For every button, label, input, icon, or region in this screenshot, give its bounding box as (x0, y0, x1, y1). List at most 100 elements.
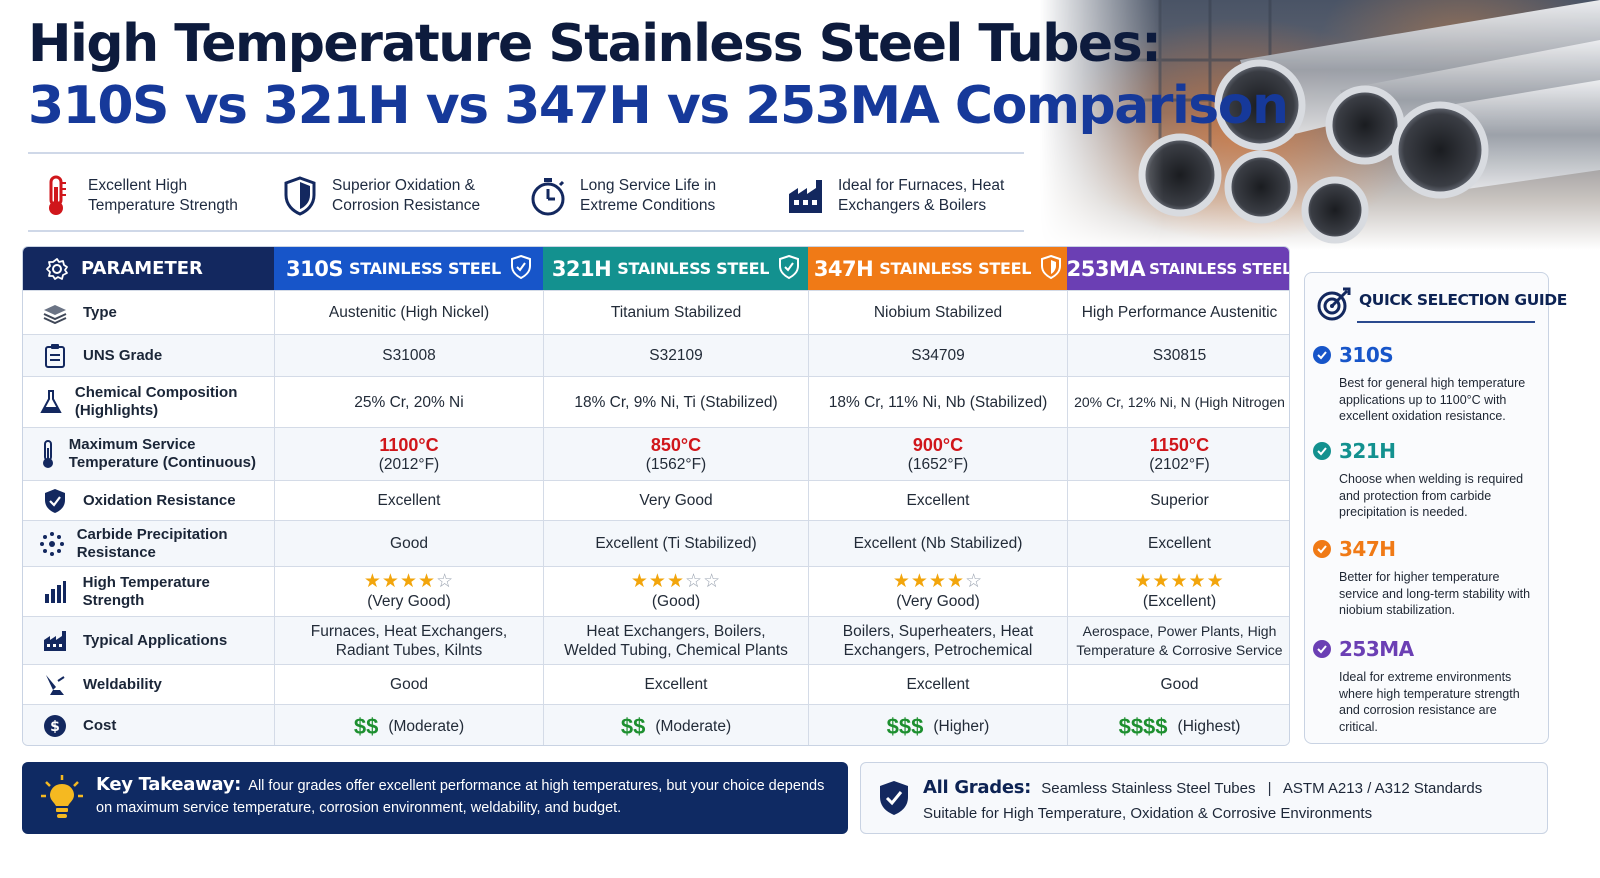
star-filled-icon: ★ (648, 571, 667, 592)
param-cell: Typical Applications (23, 617, 274, 664)
param-cell: Oxidation Resistance (23, 481, 274, 520)
stopwatch-icon (528, 174, 568, 218)
clipboard-icon (35, 343, 75, 369)
header-grade: 253MA (1066, 256, 1146, 281)
cell-310s: Austenitic (High Nickel) (274, 291, 543, 334)
param-label: High Temperature Strength (82, 573, 210, 609)
star-empty-icon: ☆ (703, 571, 722, 592)
bar-chart-icon (35, 580, 75, 604)
cell-253ma: ★★★★★ (Excellent) (1067, 567, 1289, 616)
app-line: Temperature & Corrosive Service (1076, 641, 1283, 658)
header-grade-suffix: STAINLESS STEEL (1149, 259, 1290, 278)
guide-item-253ma: 253MA Ideal for extreme environments whe… (1313, 637, 1543, 735)
cost-text: (Moderate) (388, 717, 465, 735)
table-header: PARAMETER 310S STAINLESS STEEL 321H STAI… (23, 247, 1289, 290)
shield-icon (280, 174, 320, 218)
feature-ideal-applications: Ideal for Furnaces, Heat Exchangers & Bo… (786, 170, 1028, 222)
guide-grade: 321H (1339, 439, 1396, 463)
thermometer-icon (35, 439, 61, 469)
table-row-uns: UNS Grade S31008 S32109 S34709 S30815 (23, 334, 1289, 376)
header-310s: 310S STAINLESS STEEL (274, 247, 543, 290)
header-grade: 310S (286, 256, 343, 281)
cell-321h: Excellent (543, 665, 808, 704)
cost-symbols: $$ (353, 713, 379, 739)
star-filled-icon: ★ (1134, 571, 1153, 592)
feature-text: Superior Oxidation & Corrosion Resistanc… (332, 177, 481, 214)
cell-321h: Very Good (543, 481, 808, 520)
shield-check-icon (879, 780, 909, 821)
temp-fahrenheit: (1652°F) (907, 455, 969, 473)
app-line: Furnaces, Heat Exchangers, (310, 622, 508, 640)
param-cell: Carbide Precipitation Resistance (23, 521, 274, 566)
guide-item-header: 253MA (1313, 637, 1543, 661)
cell-347h: 18% Cr, 11% Ni, Nb (Stabilized) (808, 377, 1067, 427)
param-cell: Maximum Service Temperature (Continuous) (23, 428, 274, 480)
steel-tubes-illustration (1130, 0, 1600, 244)
welding-torch-icon (35, 673, 75, 697)
param-cell: Chemical Composition (Highlights) (23, 377, 274, 427)
app-line: Heat Exchangers, Boilers, (586, 622, 766, 640)
all-grades-line1: All Grades: Seamless Stainless Steel Tub… (923, 777, 1482, 798)
cell-347h: 900°C (1652°F) (808, 428, 1067, 480)
guide-item-header: 310S (1313, 343, 1543, 367)
star-filled-icon: ★ (666, 571, 686, 592)
cell-321h: Heat Exchangers, Boilers, Welded Tubing,… (543, 617, 808, 664)
feature-text: Long Service Life in Extreme Conditions (580, 177, 717, 214)
shield-check-icon (510, 254, 531, 283)
guide-item-347h: 347H Better for higher temperature servi… (1313, 537, 1543, 619)
header-parameter: PARAMETER (23, 247, 274, 290)
cell-310s: ★★★★☆ (Very Good) (274, 567, 543, 616)
param-cell: High Temperature Strength (23, 567, 274, 616)
rating-text: (Good) (651, 593, 701, 610)
star-empty-icon: ☆ (965, 571, 984, 592)
param-cell: UNS Grade (23, 335, 274, 376)
cell-321h: Titanium Stabilized (543, 291, 808, 334)
cell-347h: $$$ (Higher) (808, 705, 1067, 745)
param-label: Oxidation Resistance (83, 491, 236, 509)
app-line: Aerospace, Power Plants, High (1082, 622, 1277, 639)
takeaway-text: All four grades offer excellent performa… (96, 778, 825, 816)
cell-347h: Niobium Stabilized (808, 291, 1067, 334)
cell-321h: 850°C (1562°F) (543, 428, 808, 480)
guide-desc: Better for higher temperature service an… (1339, 570, 1531, 617)
star-filled-icon: ★ (363, 571, 382, 592)
cost-symbols: $$$ (886, 713, 924, 739)
shield-check-icon (35, 488, 75, 514)
star-filled-icon: ★ (418, 571, 437, 592)
guide-grade: 347H (1339, 537, 1396, 561)
feature-high-temp-strength: Excellent High Temperature Strength (36, 170, 278, 222)
cell-310s: Good (274, 665, 543, 704)
shield-icon (1041, 254, 1062, 283)
param-label: Carbide Precipitation Resistance (76, 525, 228, 561)
cell-253ma: Good (1067, 665, 1289, 704)
app-line: Exchangers, Petrochemical (843, 641, 1033, 659)
param-label: Chemical Composition (Highlights) (74, 384, 238, 419)
header-grade: 321H (551, 256, 612, 281)
star-rating: ★★★★☆ (893, 572, 983, 592)
guide-title: QUICK SELECTION GUIDE (1359, 291, 1567, 309)
star-filled-icon: ★ (910, 571, 929, 592)
table-row-carbide: Carbide Precipitation Resistance Good Ex… (23, 520, 1289, 566)
param-label: Maximum Service Temperature (Continuous) (68, 436, 257, 471)
layers-icon (35, 302, 75, 324)
comparison-table: PARAMETER 310S STAINLESS STEEL 321H STAI… (22, 246, 1290, 746)
app-line: Boilers, Superheaters, Heat (842, 622, 1034, 640)
param-cell: $ Cost (23, 705, 274, 745)
feature-oxidation-resistance: Superior Oxidation & Corrosion Resistanc… (280, 170, 522, 222)
cost-symbols: $$ (620, 713, 646, 739)
star-empty-icon: ☆ (685, 571, 704, 592)
lightbulb-icon (40, 774, 84, 827)
cell-321h: 18% Cr, 9% Ni, Ti (Stabilized) (543, 377, 808, 427)
guide-desc: Choose when welding is required and prot… (1339, 472, 1524, 519)
star-filled-icon: ★ (928, 571, 948, 592)
guide-item-header: 347H (1313, 537, 1543, 561)
param-label: Type (83, 303, 117, 321)
check-circle-icon (1313, 640, 1331, 658)
cell-321h: S32109 (543, 335, 808, 376)
param-label: UNS Grade (83, 346, 163, 364)
param-cell: Weldability (23, 665, 274, 704)
cell-253ma: 20% Cr, 12% Ni, N (High Nitrogen (1067, 377, 1289, 427)
cell-310s: 25% Cr, 20% Ni (274, 377, 543, 427)
cell-347h: Boilers, Superheaters, Heat Exchangers, … (808, 617, 1067, 664)
hero-tubes-image (1040, 0, 1600, 250)
